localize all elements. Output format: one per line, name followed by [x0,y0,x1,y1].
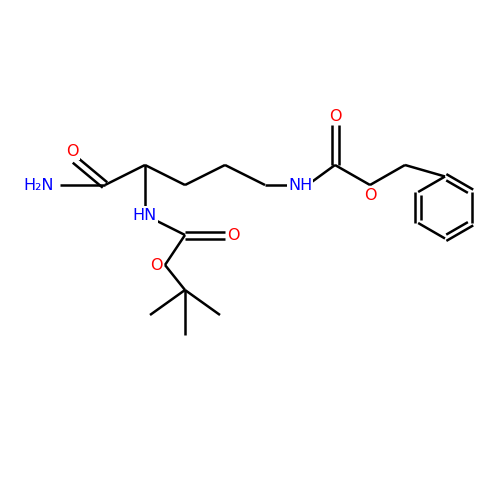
Text: HN: HN [133,208,157,222]
Text: NH: NH [288,178,312,192]
Text: O: O [364,188,376,204]
Text: O: O [329,109,341,124]
Text: O: O [227,228,240,242]
Text: H₂N: H₂N [24,178,54,192]
Text: O: O [150,258,162,272]
Text: O: O [66,144,79,159]
